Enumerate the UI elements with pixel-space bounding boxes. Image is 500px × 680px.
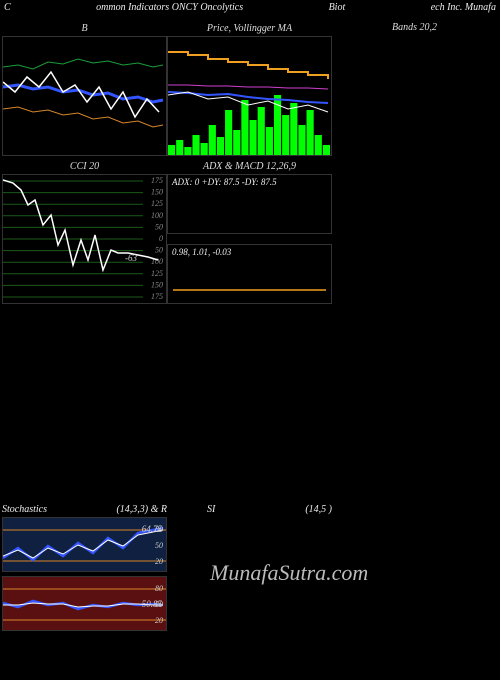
adx-panel: ADX & MACD 12,26,9 ADX: 0 +DY: 87.5 -DY:…: [167, 174, 332, 234]
svg-text:50: 50: [155, 246, 163, 255]
adx-title: ADX & MACD 12,26,9: [168, 161, 331, 172]
macd-panel: 0.98, 1.01, -0.03: [167, 244, 332, 304]
bbands-label-title: Bands 20,2: [332, 22, 497, 33]
rsi-title-right: (14,5 ): [305, 504, 332, 515]
cci-annotation: -63: [125, 253, 137, 263]
bbands-left-title: B: [3, 23, 166, 34]
svg-text:175: 175: [151, 176, 163, 185]
page-header: C ommon Indicators ONCY Oncolytics Biot …: [0, 0, 500, 22]
price-ma-title: Price, Vollingger MA: [168, 23, 331, 34]
header-mid: ommon Indicators ONCY Oncolytics: [96, 2, 243, 20]
cci-chart: 17515012510050050100125150175: [3, 175, 166, 303]
stochastics-panel: 805020 64.75: [2, 517, 167, 572]
svg-text:150: 150: [151, 280, 163, 289]
bbands-left-panel: B: [2, 36, 167, 156]
bbands-label-panel: Bands 20,2: [332, 36, 497, 156]
rsi-annotation: 50.85: [142, 599, 162, 609]
adx-text: ADX: 0 +DY: 87.5 -DY: 87.5: [172, 177, 277, 187]
svg-text:125: 125: [151, 199, 163, 208]
price-ma-panel: Price, Vollingger MA: [167, 36, 332, 156]
svg-text:100: 100: [151, 211, 163, 220]
cci-title: CCI 20: [3, 161, 166, 172]
svg-text:20: 20: [155, 557, 163, 566]
svg-text:0: 0: [159, 234, 163, 243]
svg-text:20: 20: [155, 616, 163, 625]
header-mid2: Biot: [329, 2, 346, 20]
watermark: MunafaSutra.com: [210, 560, 368, 586]
stoch-title-right: (14,3,3) & R: [116, 504, 167, 515]
svg-text:50: 50: [155, 541, 163, 550]
header-left: C: [4, 2, 11, 20]
svg-text:50: 50: [155, 222, 163, 231]
rsi-title-left: SI: [207, 504, 215, 515]
bbands-left-chart: [3, 37, 166, 155]
svg-text:150: 150: [151, 188, 163, 197]
svg-text:175: 175: [151, 292, 163, 301]
rsi-panel: 805020 50.85: [2, 576, 167, 631]
stoch-title-left: Stochastics: [2, 504, 47, 515]
header-right: ech Inc. Munafa: [431, 2, 496, 20]
cci-panel: CCI 20 17515012510050050100125150175 -63: [2, 174, 167, 304]
svg-text:125: 125: [151, 269, 163, 278]
price-ma-chart: [168, 37, 331, 155]
svg-text:80: 80: [155, 584, 163, 593]
macd-text: 0.98, 1.01, -0.03: [172, 247, 231, 257]
stoch-annotation: 64.75: [142, 524, 162, 534]
